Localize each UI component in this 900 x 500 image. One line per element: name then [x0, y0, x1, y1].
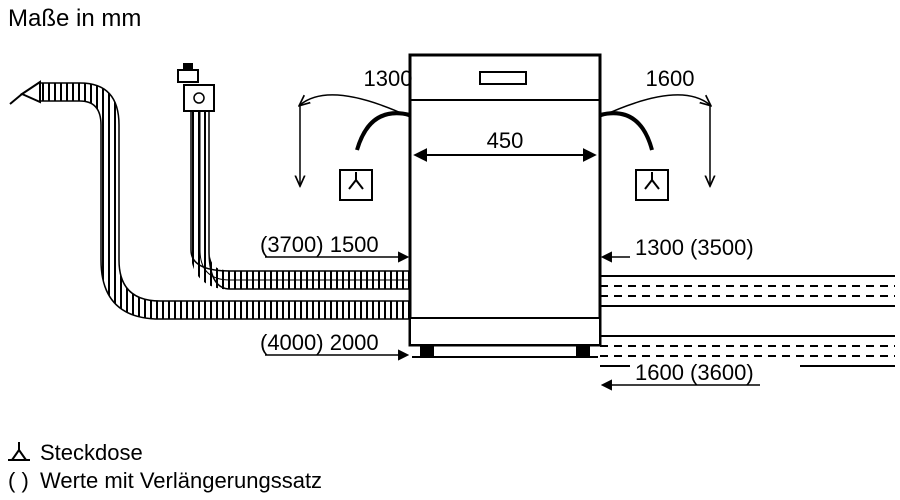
svg-text:1300 (3500): 1300 (3500)	[635, 235, 754, 260]
socket-right-group: 1600	[600, 66, 710, 200]
dim-right-lower: 1600 (3600) 1600 (3600)	[603, 360, 800, 385]
control-panel	[480, 72, 526, 84]
diagram-svg: Maße in mm 450 1300	[0, 0, 900, 500]
svg-text:(4000) 2000: (4000) 2000	[260, 330, 379, 355]
appliance	[410, 55, 600, 357]
socket-left-label: 1300	[364, 66, 413, 91]
legend-socket-icon	[8, 442, 30, 460]
dim-right-upper: 1300 (3500)	[603, 235, 800, 260]
dim-left-upper: (3700) 1500	[260, 232, 407, 257]
page-title: Maße in mm	[8, 5, 141, 32]
dim-left-lower: (4000) 2000	[260, 330, 407, 355]
faucet-icon	[10, 82, 40, 104]
legend-paren-prefix: ( )	[8, 468, 29, 493]
socket-right-label: 1600	[646, 66, 695, 91]
svg-text:(3700) 1500: (3700) 1500	[260, 232, 379, 257]
right-hoses	[600, 276, 895, 366]
diagram-stage: Maße in mm 450 1300	[0, 0, 900, 500]
legend-socket-label: Steckdose	[40, 440, 143, 465]
drain-icon	[178, 63, 214, 111]
socket-left-group: 1300	[300, 66, 412, 200]
legend: Steckdose ( ) Werte mit Verlängerungssat…	[8, 440, 322, 493]
legend-extension-label: Werte mit Verlängerungssatz	[40, 468, 322, 493]
dim-width-label: 450	[487, 128, 524, 153]
svg-text:1600 (3600): 1600 (3600)	[635, 360, 754, 385]
